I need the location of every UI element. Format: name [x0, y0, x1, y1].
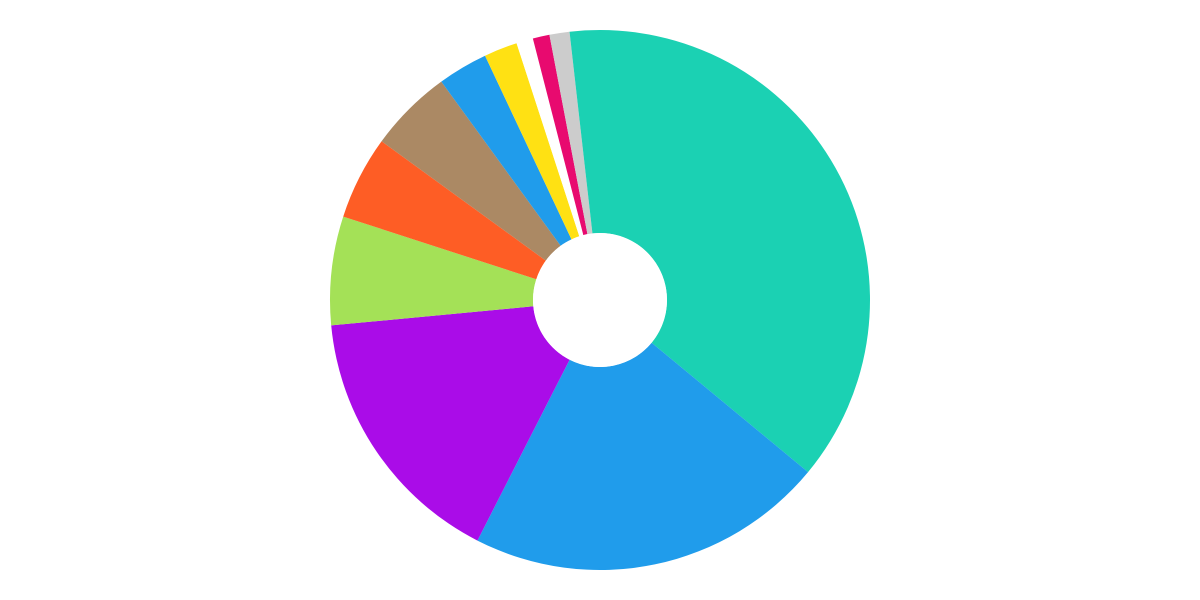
donut-chart: [0, 0, 1200, 600]
donut-chart-container: [0, 0, 1200, 600]
donut-hole: [533, 233, 667, 367]
